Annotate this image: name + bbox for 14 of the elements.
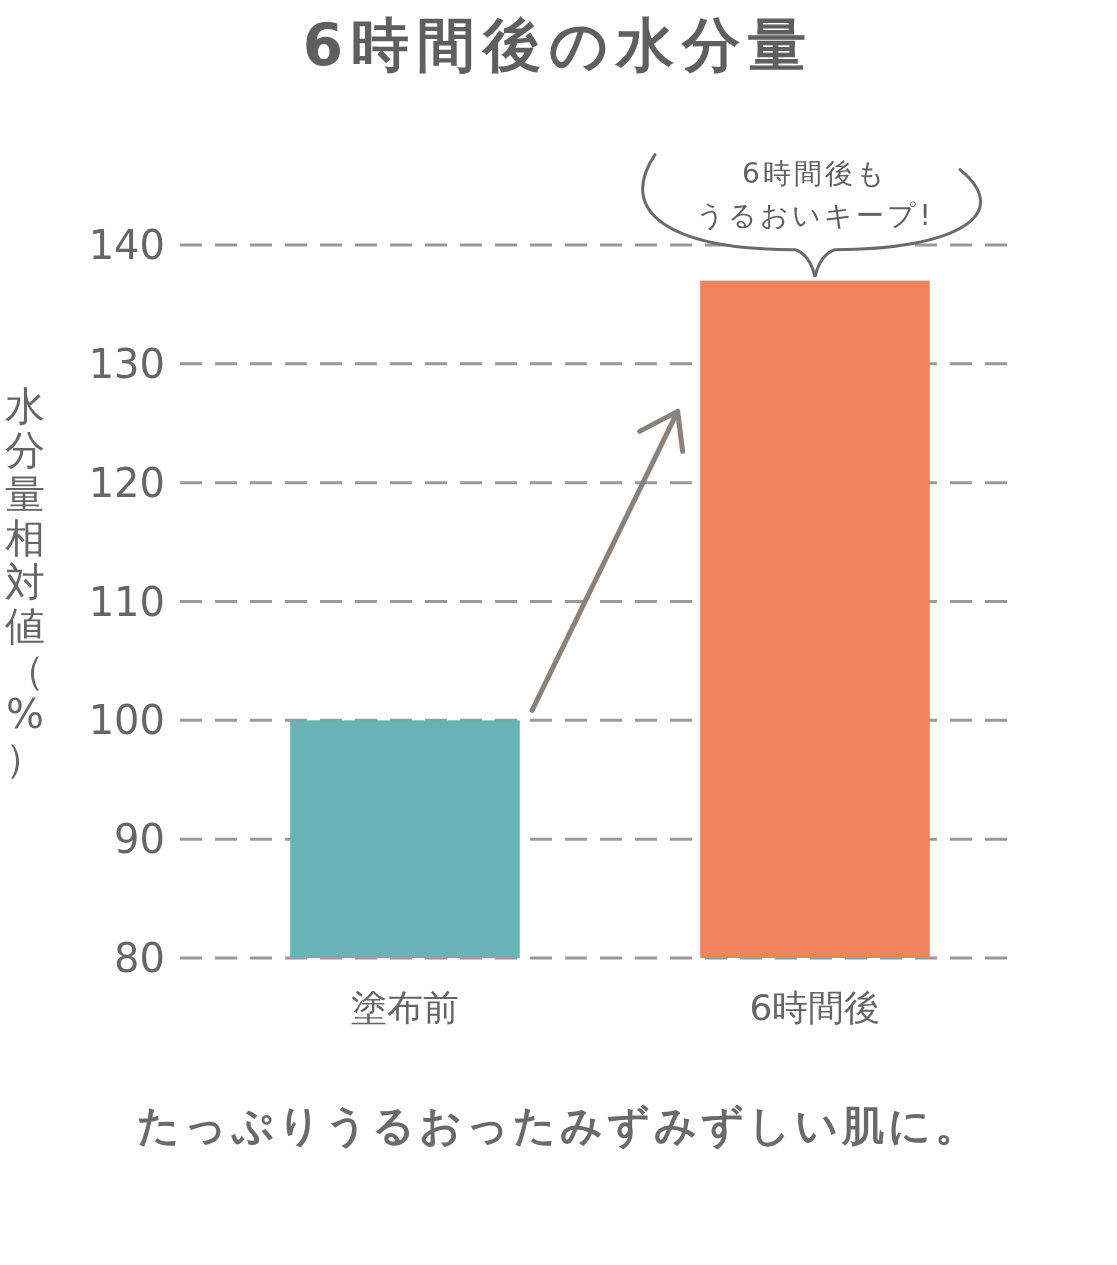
- y-tick-label: 110: [88, 578, 165, 625]
- y-tick-label: 120: [88, 459, 165, 506]
- annotation: 6時間後も: [742, 156, 888, 190]
- x-tick-label: 6時間後: [749, 987, 881, 1028]
- text: たっぷりうるおったみずみずしい肌に。: [136, 1101, 981, 1150]
- y-axis-title: 水分量相対値（%）: [5, 383, 45, 781]
- x-tick-label: 塗布前: [351, 987, 459, 1028]
- chart-title: 6時間後の水分量: [302, 11, 815, 79]
- y-tick-label: 100: [88, 697, 165, 744]
- y-tick-label: 140: [88, 222, 165, 268]
- y-tick-label: 130: [88, 340, 165, 387]
- annotation: うるおいキープ!: [696, 198, 934, 232]
- y-tick-label: 90: [114, 816, 165, 863]
- y-tick-label: 80: [114, 935, 165, 981]
